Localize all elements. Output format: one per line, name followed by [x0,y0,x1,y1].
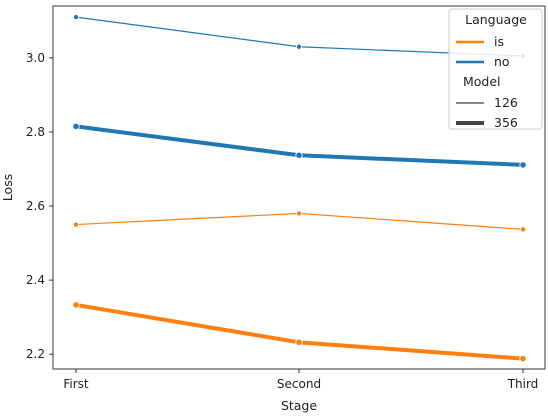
data-point-is-356 [519,355,527,363]
x-tick-label: First [63,377,89,391]
y-tick-label: 2.2 [26,347,45,361]
y-tick-label: 3.0 [26,51,45,65]
x-axis-ticks: First Second Third [63,369,538,391]
data-point-is-126 [73,221,80,228]
data-point-no-126 [295,43,302,50]
x-axis-title: Stage [281,398,317,413]
data-point-no-356 [72,122,80,130]
data-point-no-126 [73,14,80,21]
legend: Language is no Model 126 356 [448,8,543,130]
data-point-no-356 [519,161,527,169]
series-layer [72,14,527,363]
legend-language-title: Language [465,12,527,27]
series-line-is-356 [74,302,525,361]
data-point-is-356 [72,301,80,309]
legend-label-356: 356 [494,115,518,130]
legend-label-is: is [494,34,504,49]
legend-label-126: 126 [494,95,518,110]
x-tick-label: Third [507,377,539,391]
series-line-no-356 [74,124,525,167]
y-tick-label: 2.8 [26,125,45,139]
data-point-is-126 [295,210,302,217]
y-axis-title: Loss [0,174,15,201]
x-tick-label: Second [277,377,321,391]
y-tick-label: 2.6 [26,199,45,213]
y-tick-label: 2.4 [26,273,45,287]
data-point-no-356 [295,151,303,159]
legend-model-title: Model [463,74,501,89]
legend-label-no: no [494,54,510,69]
legend-box [448,8,543,130]
data-point-is-356 [295,338,303,346]
data-point-is-126 [520,226,527,233]
y-axis-ticks: 2.2 2.4 2.6 2.8 3.0 [26,51,53,361]
